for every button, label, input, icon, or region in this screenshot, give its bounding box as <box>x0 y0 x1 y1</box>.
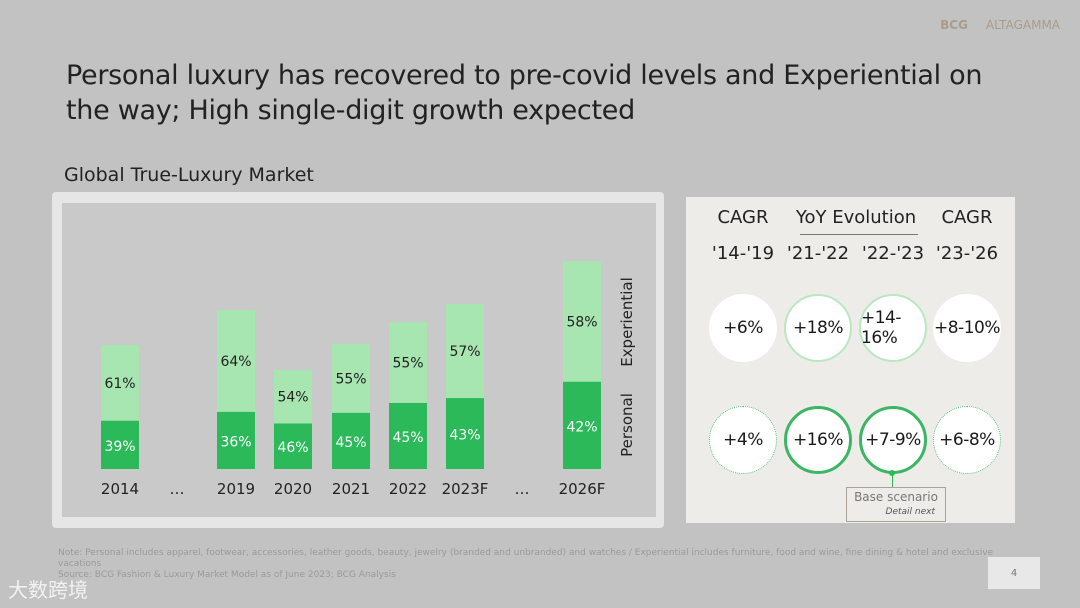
page-number: 4 <box>988 557 1040 589</box>
x-tick-label: 2020 <box>274 480 312 498</box>
x-tick-label: 2021 <box>332 480 370 498</box>
experiential-growth: +18% <box>784 294 852 362</box>
x-tick-label: 2019 <box>217 480 255 498</box>
header-yoy: YoY Evolution <box>795 207 917 228</box>
x-tick-label: 2022 <box>389 480 427 498</box>
x-tick-label: 2023F <box>442 480 489 498</box>
label-experiential: 55% <box>392 355 423 371</box>
label-experiential: 58% <box>566 314 597 330</box>
x-tick-ellipsis: … <box>170 480 185 498</box>
label-personal: 42% <box>566 419 597 435</box>
bar-experiential-2026F <box>563 261 601 382</box>
bar-experiential-2020 <box>274 370 312 424</box>
bar-personal-2021 <box>332 412 370 469</box>
watermark: 大数跨境 <box>8 578 88 602</box>
personal-growth: +7-9% <box>859 406 927 474</box>
yoy-underline <box>800 234 918 235</box>
bar-personal-2026F <box>563 381 601 469</box>
bar-experiential-2023F <box>446 304 484 399</box>
base-scenario-callout: Base scenario Detail next <box>846 487 946 522</box>
chart-title: Global True-Luxury Market <box>64 164 314 186</box>
label-personal: 45% <box>335 435 366 451</box>
bar-personal-2023F <box>446 398 484 469</box>
slide-title: Personal luxury has recovered to pre-cov… <box>66 60 983 126</box>
experiential-growth: +14-16% <box>859 294 927 362</box>
header-cagr: CAGR <box>941 207 993 228</box>
label-experiential: 64% <box>220 354 251 370</box>
note-text: Note: Personal includes apparel, footwea… <box>58 548 994 569</box>
legend-experiential: Experiential <box>618 277 636 367</box>
bar-personal-2019 <box>217 411 255 469</box>
x-tick-ellipsis: … <box>515 480 530 498</box>
label-experiential: 54% <box>277 390 308 406</box>
source-text: Source: BCG Fashion & Luxury Market Mode… <box>58 570 396 580</box>
header-period: '21-'22 <box>786 243 850 264</box>
bcg-logo: BCG <box>940 18 968 32</box>
bar-experiential-2019 <box>217 310 255 412</box>
bar-experiential-2022 <box>389 322 427 403</box>
label-experiential: 57% <box>449 344 480 360</box>
header-period: '14-'19 <box>711 243 775 264</box>
label-personal: 39% <box>104 439 135 455</box>
bar-chart: 39% 61% 2014 36% 64% 2019 46% 54% 2020 45% 55% 2021… <box>101 261 636 498</box>
callout-connector <box>892 472 893 487</box>
callout-dot <box>889 470 895 476</box>
altagamma-logo: ALTAGAMMA <box>985 18 1060 32</box>
header-period: '22-'23 <box>861 243 925 264</box>
personal-growth: +6-8% <box>933 406 1001 474</box>
experiential-growth: +8-10% <box>933 294 1001 362</box>
footnote: Note: Personal includes apparel, footwea… <box>58 548 1018 581</box>
header-period: '23-'26 <box>935 243 999 264</box>
bar-experiential-2021 <box>332 344 370 413</box>
legend-personal: Personal <box>618 393 636 457</box>
bar-personal-2022 <box>389 402 427 469</box>
logos: BCG ALTAGAMMA <box>940 18 1060 32</box>
base-scenario-label: Base scenario <box>854 490 938 504</box>
personal-growth: +16% <box>784 406 852 474</box>
label-experiential: 55% <box>335 371 366 387</box>
label-personal: 36% <box>220 434 251 450</box>
personal-growth: +4% <box>709 406 777 474</box>
bar-personal-2014 <box>101 420 139 469</box>
header-cagr: CAGR <box>717 207 769 228</box>
label-personal: 45% <box>392 430 423 446</box>
label-personal: 43% <box>449 428 480 444</box>
label-personal: 46% <box>277 440 308 456</box>
experiential-growth: +6% <box>709 294 777 362</box>
bar-personal-2020 <box>274 423 312 469</box>
label-experiential: 61% <box>104 376 135 392</box>
x-tick-label: 2014 <box>101 480 139 498</box>
x-tick-label: 2026F <box>559 480 606 498</box>
detail-next-label: Detail next <box>885 507 935 517</box>
bar-experiential-2014 <box>101 345 139 421</box>
